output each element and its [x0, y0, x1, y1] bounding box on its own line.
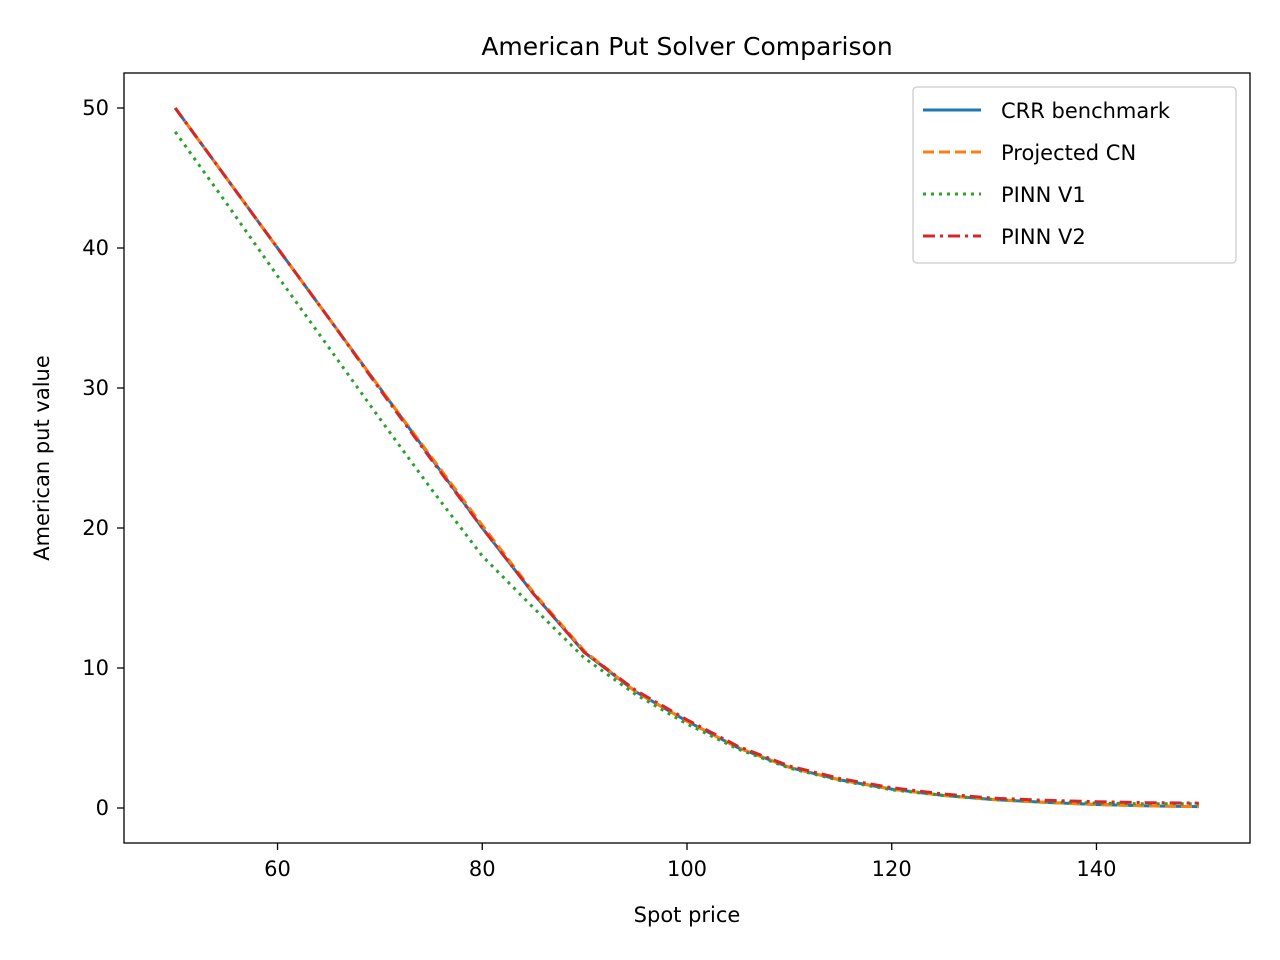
series-line-4	[173, 107, 1199, 805]
y-tick-label: 40	[82, 236, 109, 260]
x-tick-label: 80	[469, 857, 496, 881]
y-tick-label: 30	[82, 376, 109, 400]
legend-label-2: Projected CN	[1001, 141, 1136, 165]
y-tick-label: 0	[96, 796, 109, 820]
legend-label-1: CRR benchmark	[1001, 99, 1171, 123]
legend: CRR benchmark Projected CN PINN V1 PINN V2	[912, 86, 1237, 264]
x-axis: 60 80 100 120 140	[264, 843, 1117, 881]
legend-label-4: PINN V2	[1001, 225, 1086, 249]
x-tick-label: 120	[872, 857, 912, 881]
legend-label-3: PINN V1	[1001, 183, 1086, 207]
y-tick-label: 10	[82, 656, 109, 680]
legend-box	[912, 86, 1237, 264]
y-axis-label: American put value	[30, 355, 54, 561]
y-axis: 0 10 20 30 40 50	[82, 96, 124, 820]
x-tick-label: 140	[1076, 857, 1116, 881]
x-axis-label: Spot price	[634, 903, 741, 927]
x-tick-label: 60	[264, 857, 291, 881]
y-tick-label: 20	[82, 516, 109, 540]
x-tick-label: 100	[667, 857, 707, 881]
chart-title: American Put Solver Comparison	[481, 32, 892, 61]
y-tick-label: 50	[82, 96, 109, 120]
plot-area	[173, 107, 1199, 809]
